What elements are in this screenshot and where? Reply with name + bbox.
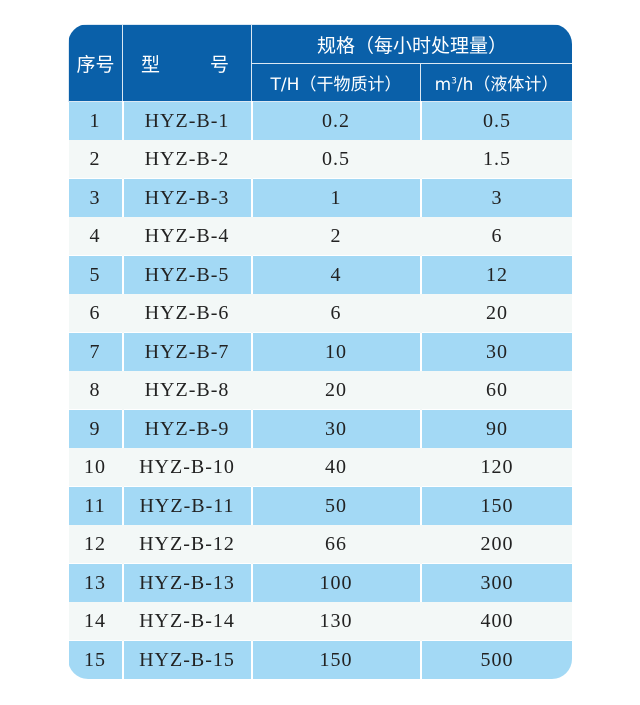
cell-liquid: 30	[419, 332, 572, 371]
header-spec: 规格（每小时处理量）	[250, 24, 572, 64]
cell-liquid: 120	[419, 448, 572, 487]
cell-liquid: 300	[419, 563, 572, 602]
cell-dry: 100	[250, 563, 422, 602]
cell-dry: 4	[250, 255, 422, 294]
header-model: 型号	[122, 24, 252, 102]
table-row: 5 HYZ-B-5 4 12	[68, 255, 572, 294]
cell-dry: 130	[250, 602, 422, 641]
header-model-b: 号	[209, 53, 229, 76]
table-row: 7 HYZ-B-7 10 30	[68, 332, 572, 371]
cell-model: HYZ-B-11	[121, 486, 253, 525]
cell-no: 11	[68, 486, 124, 525]
cell-liquid: 20	[419, 294, 572, 333]
cell-model: HYZ-B-15	[121, 640, 253, 679]
cell-no: 10	[68, 448, 124, 487]
cell-liquid: 12	[419, 255, 572, 294]
table-row: 13 HYZ-B-13 100 300	[68, 563, 572, 602]
cell-liquid: 150	[419, 486, 572, 525]
cell-liquid: 90	[419, 409, 572, 448]
cell-no: 9	[68, 409, 124, 448]
cell-liquid: 3	[419, 178, 572, 217]
cell-no: 7	[68, 332, 124, 371]
cell-model: HYZ-B-8	[121, 371, 253, 410]
cell-model: HYZ-B-2	[121, 140, 253, 179]
header-model-a: 型	[141, 53, 161, 76]
cell-dry: 0.2	[250, 101, 422, 140]
cell-liquid: 1.5	[419, 140, 572, 179]
cell-no: 4	[68, 217, 124, 256]
header-index: 序号	[68, 24, 123, 102]
cell-model: HYZ-B-14	[121, 602, 253, 641]
header-dry: T/H（干物质计）	[251, 63, 421, 102]
cell-dry: 1	[250, 178, 422, 217]
cell-no: 13	[68, 563, 124, 602]
header-liquid-unit: m	[434, 75, 452, 95]
cell-dry: 20	[250, 371, 422, 410]
table-row: 11 HYZ-B-11 50 150	[68, 486, 572, 525]
table-row: 14 HYZ-B-14 130 400	[68, 602, 572, 641]
table-row: 4 HYZ-B-4 2 6	[68, 217, 572, 256]
cell-liquid: 6	[419, 217, 572, 256]
table-row: 15 HYZ-B-15 150 500	[68, 640, 572, 679]
cell-no: 8	[68, 371, 124, 410]
cell-model: HYZ-B-1	[121, 101, 253, 140]
table-row: 10 HYZ-B-10 40 120	[68, 448, 572, 487]
table-header: 序号 型号 规格（每小时处理量） T/H（干物质计） m3/h（液体计）	[68, 24, 572, 102]
table-row: 9 HYZ-B-9 30 90	[68, 409, 572, 448]
cell-model: HYZ-B-6	[121, 294, 253, 333]
cell-dry: 50	[250, 486, 422, 525]
cell-liquid: 60	[419, 371, 572, 410]
cell-no: 14	[68, 602, 124, 641]
table-row: 1 HYZ-B-1 0.2 0.5	[68, 101, 572, 140]
cell-dry: 30	[250, 409, 422, 448]
cell-dry: 150	[250, 640, 422, 679]
cell-dry: 66	[250, 525, 422, 564]
table-row: 8 HYZ-B-8 20 60	[68, 371, 572, 410]
header-liquid-sup: 3	[451, 76, 457, 87]
cell-model: HYZ-B-4	[121, 217, 253, 256]
cell-no: 3	[68, 178, 124, 217]
cell-model: HYZ-B-12	[121, 525, 253, 564]
cell-no: 5	[68, 255, 124, 294]
cell-model: HYZ-B-13	[121, 563, 253, 602]
cell-no: 6	[68, 294, 124, 333]
cell-dry: 40	[250, 448, 422, 487]
cell-dry: 2	[250, 217, 422, 256]
cell-dry: 6	[250, 294, 422, 333]
header-liquid: m3/h（液体计）	[419, 63, 572, 102]
header-liquid-label: /h（液体计）	[456, 75, 559, 95]
cell-model: HYZ-B-5	[121, 255, 253, 294]
cell-no: 12	[68, 525, 124, 564]
cell-model: HYZ-B-9	[121, 409, 253, 448]
cell-model: HYZ-B-7	[121, 332, 253, 371]
cell-liquid: 400	[419, 602, 572, 641]
table-row: 12 HYZ-B-12 66 200	[68, 525, 572, 564]
table-row: 6 HYZ-B-6 6 20	[68, 294, 572, 333]
cell-model: HYZ-B-10	[121, 448, 253, 487]
cell-dry: 0.5	[250, 140, 422, 179]
cell-no: 15	[68, 640, 124, 679]
cell-no: 2	[68, 140, 124, 179]
table-row: 3 HYZ-B-3 1 3	[68, 178, 572, 217]
cell-dry: 10	[250, 332, 422, 371]
spec-table: 序号 型号 规格（每小时处理量） T/H（干物质计） m3/h（液体计） 1 HY…	[68, 24, 572, 679]
cell-liquid: 500	[419, 640, 572, 679]
cell-liquid: 200	[419, 525, 572, 564]
cell-no: 1	[68, 101, 124, 140]
table-row: 2 HYZ-B-2 0.5 1.5	[68, 140, 572, 179]
cell-model: HYZ-B-3	[121, 178, 253, 217]
cell-liquid: 0.5	[419, 101, 572, 140]
table-body: 1 HYZ-B-1 0.2 0.5 2 HYZ-B-2 0.5 1.5 3 HYZ-B-3 1 3 4 H…	[68, 101, 572, 679]
